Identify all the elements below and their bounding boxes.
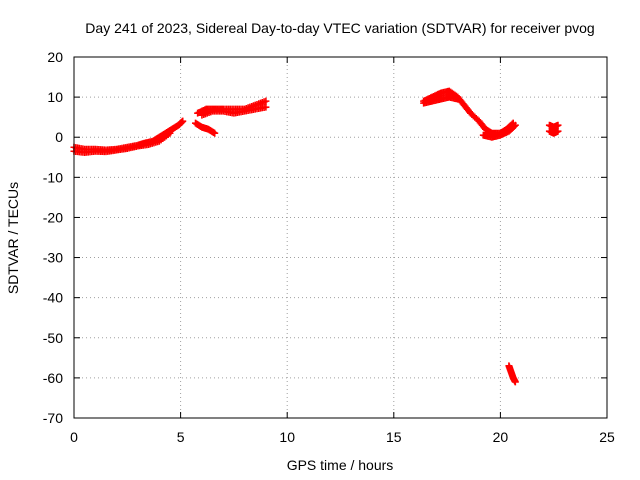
x-tick-label: 15 [386, 429, 402, 445]
x-axis-label: GPS time / hours [287, 457, 394, 473]
series-segment-7 [420, 93, 462, 107]
x-tick-label: 10 [279, 429, 295, 445]
data-point [511, 121, 519, 129]
data-point [211, 129, 219, 137]
y-tick-label: 20 [47, 49, 63, 65]
data-point [554, 121, 562, 129]
x-tick-label: 20 [493, 429, 509, 445]
data-point [179, 117, 187, 125]
y-axis-label: SDTVAR / TECUs [5, 182, 21, 294]
series-segment-11 [505, 362, 519, 386]
y-tick-label: -40 [43, 290, 63, 306]
series-segment-2 [70, 129, 174, 156]
y-tick-label: -20 [43, 209, 63, 225]
y-tick-label: -70 [43, 410, 63, 426]
series-segment-8 [479, 121, 519, 141]
y-tick-label: -50 [43, 330, 63, 346]
data-point [554, 127, 562, 135]
data-point [511, 378, 519, 386]
y-tick-label: 10 [47, 89, 63, 105]
grid [74, 57, 607, 418]
x-tick-label: 0 [70, 429, 78, 445]
data-point [262, 103, 270, 111]
y-tick-label: 0 [55, 129, 63, 145]
axis-ticks: 0 5 10 15 20 25 20 10 0 -10 -20 -30 -40 -50 -60 -70 [43, 49, 615, 445]
y-tick-label: -60 [43, 370, 63, 386]
x-tick-label: 5 [177, 429, 185, 445]
data-point [454, 95, 462, 103]
y-tick-label: -10 [43, 169, 63, 185]
data-point [510, 122, 518, 130]
series-segment-4 [198, 103, 270, 119]
data-points [70, 87, 562, 386]
y-tick-label: -30 [43, 250, 63, 266]
series-segment-10 [545, 127, 562, 137]
series-segment-5 [192, 119, 219, 137]
plot-frame [73, 56, 608, 419]
x-tick-label: 25 [599, 429, 615, 445]
data-point [166, 129, 174, 137]
chart-title: Day 241 of 2023, Sidereal Day-to-day VTE… [85, 20, 594, 36]
data-point [262, 97, 270, 105]
